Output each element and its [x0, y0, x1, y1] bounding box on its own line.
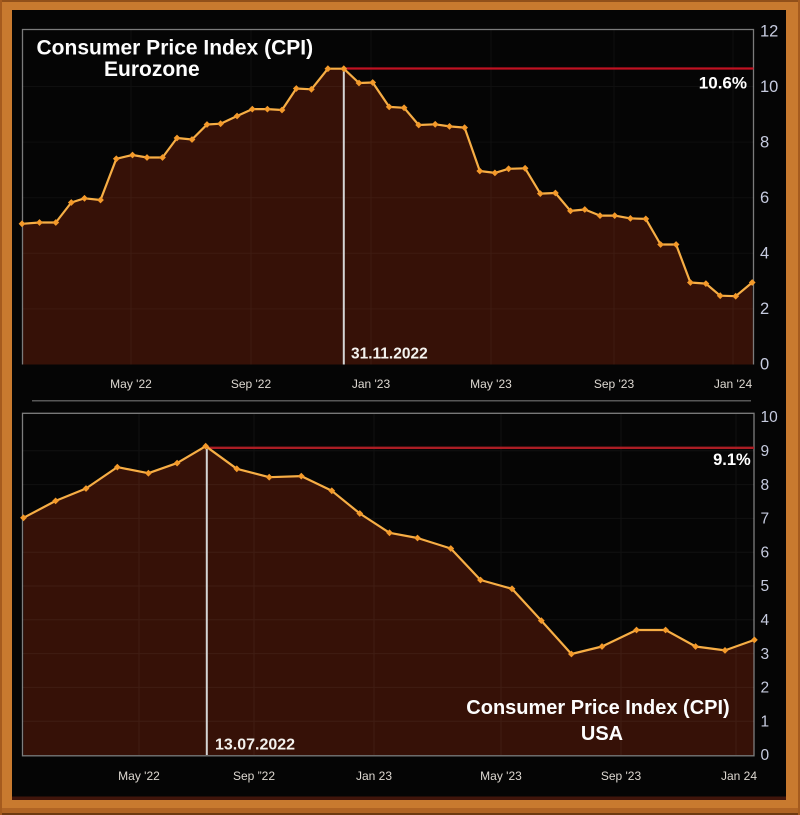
- svg-text:Jan 24: Jan 24: [721, 769, 757, 783]
- svg-text:Jan 23: Jan 23: [356, 769, 392, 783]
- svg-text:May '23: May '23: [470, 377, 512, 391]
- svg-text:0: 0: [761, 747, 770, 764]
- svg-text:May '22: May '22: [110, 377, 152, 391]
- svg-text:10: 10: [761, 409, 779, 426]
- svg-text:Sep '23: Sep '23: [594, 377, 635, 391]
- svg-text:7: 7: [761, 511, 770, 528]
- svg-text:10.6%: 10.6%: [699, 74, 747, 93]
- svg-text:Consumer Price Index (CPI): Consumer Price Index (CPI): [37, 37, 314, 60]
- svg-text:Eurozone: Eurozone: [104, 58, 200, 81]
- svg-text:May '22: May '22: [118, 769, 160, 783]
- svg-text:Consumer Price Index (CPI): Consumer Price Index (CPI): [466, 697, 729, 719]
- svg-text:8: 8: [760, 134, 769, 152]
- svg-text:2: 2: [760, 300, 769, 318]
- svg-text:1: 1: [761, 713, 770, 730]
- svg-text:9: 9: [761, 443, 770, 460]
- svg-text:13.07.2022: 13.07.2022: [215, 737, 295, 754]
- svg-text:Sep '23: Sep '23: [601, 769, 642, 783]
- svg-text:5: 5: [761, 578, 770, 595]
- svg-text:USA: USA: [581, 723, 623, 745]
- svg-text:6: 6: [760, 189, 769, 207]
- svg-text:May '23: May '23: [480, 769, 522, 783]
- svg-text:4: 4: [761, 612, 770, 629]
- svg-text:10: 10: [760, 78, 778, 96]
- svg-text:Sep '22: Sep '22: [231, 377, 272, 391]
- svg-text:6: 6: [761, 544, 770, 561]
- svg-text:Sep ”22: Sep ”22: [233, 769, 275, 783]
- svg-text:Jan '24: Jan '24: [714, 377, 753, 391]
- svg-text:Jan '23: Jan '23: [352, 377, 391, 391]
- svg-text:3: 3: [761, 646, 770, 663]
- svg-text:9.1%: 9.1%: [713, 451, 751, 469]
- svg-text:8: 8: [761, 477, 770, 494]
- svg-text:31.11.2022: 31.11.2022: [351, 346, 428, 363]
- svg-text:2: 2: [761, 680, 770, 697]
- svg-text:0: 0: [760, 356, 769, 374]
- svg-text:4: 4: [760, 245, 769, 263]
- svg-text:12: 12: [760, 23, 778, 41]
